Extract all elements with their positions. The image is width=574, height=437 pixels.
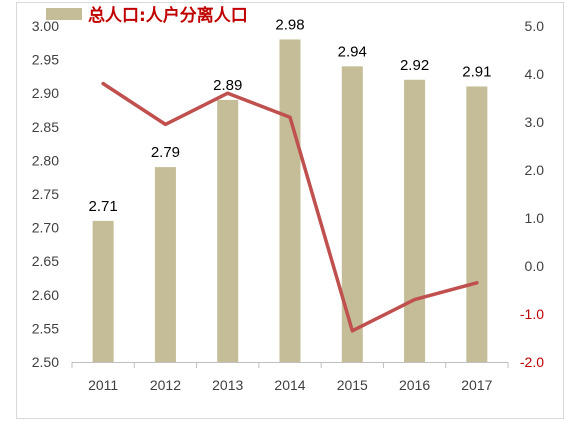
legend-swatch-bar	[46, 8, 82, 20]
line-point-2015	[350, 329, 354, 333]
bar-2017	[466, 86, 488, 362]
x-axis: 2011 2012 2013 2014 2015 2016 2017	[71, 362, 509, 393]
left-tick-2.60: 2.60	[32, 287, 59, 303]
left-tick-2.55: 2.55	[32, 320, 59, 336]
bar-data-labels: 2.71 2.79 2.89 2.98 2.94 2.92 2.91	[89, 16, 492, 214]
right-tick-0.0: 0.0	[525, 258, 545, 274]
x-tick-2013: 2013	[212, 377, 243, 393]
bar-label-2013: 2.89	[213, 77, 242, 94]
right-tick--2.0: -2.0	[520, 354, 544, 370]
bar-label-2011: 2.71	[89, 198, 118, 215]
line-point-2017	[475, 281, 479, 285]
bar-2012	[154, 167, 176, 362]
bar-2011	[92, 220, 114, 362]
right-tick-5.0: 5.0	[525, 18, 545, 34]
bar-2013	[217, 99, 239, 363]
x-tick-2012: 2012	[150, 377, 181, 393]
legend-label: 总人口:人户分离人口	[88, 5, 248, 26]
left-tick-2.65: 2.65	[32, 253, 59, 269]
legend: 总人口:人户分离人口	[46, 5, 248, 26]
bar-2014	[279, 39, 301, 362]
left-tick-2.75: 2.75	[32, 186, 59, 202]
right-tick-2.0: 2.0	[525, 162, 545, 178]
x-tick-2011: 2011	[88, 377, 118, 393]
x-tick-2016: 2016	[399, 377, 430, 393]
x-tick-2014: 2014	[274, 377, 305, 393]
bar-2016	[404, 79, 426, 362]
line-point-2016	[413, 298, 417, 302]
x-tick-2017: 2017	[461, 377, 492, 393]
right-tick-4.0: 4.0	[525, 66, 545, 82]
left-tick-2.80: 2.80	[32, 152, 59, 168]
right-tick-1.0: 1.0	[525, 210, 545, 226]
left-tick-2.50: 2.50	[32, 354, 59, 370]
line-point-2011	[101, 82, 105, 86]
bar-2015	[341, 66, 363, 362]
left-tick-2.90: 2.90	[32, 85, 59, 101]
bar-series-total-population	[92, 39, 488, 363]
left-tick-2.85: 2.85	[32, 119, 59, 135]
left-tick-2.70: 2.70	[32, 220, 59, 236]
left-tick-2.95: 2.95	[32, 52, 59, 68]
left-tick-3.00: 3.00	[32, 18, 59, 34]
bar-label-2012: 2.79	[151, 144, 180, 161]
line-point-2012	[163, 122, 167, 126]
right-y-axis: -2.0 -1.0 0.0 1.0 2.0 3.0 4.0 5.0	[520, 18, 544, 370]
line-series-separated-population	[101, 81, 479, 333]
bar-label-2017: 2.91	[462, 63, 491, 80]
right-tick--1.0: -1.0	[520, 306, 544, 322]
bar-label-2014: 2.98	[275, 16, 304, 33]
line-point-2014	[288, 115, 292, 119]
bar-label-2016: 2.92	[400, 57, 429, 74]
right-tick-3.0: 3.0	[525, 114, 545, 130]
x-tick-2015: 2015	[337, 377, 368, 393]
bar-label-2015: 2.94	[338, 43, 367, 60]
left-y-axis: 2.50 2.55 2.60 2.65 2.70 2.75 2.80 2.85 2.90 2.95…	[32, 18, 59, 370]
line-point-2013	[226, 91, 230, 95]
